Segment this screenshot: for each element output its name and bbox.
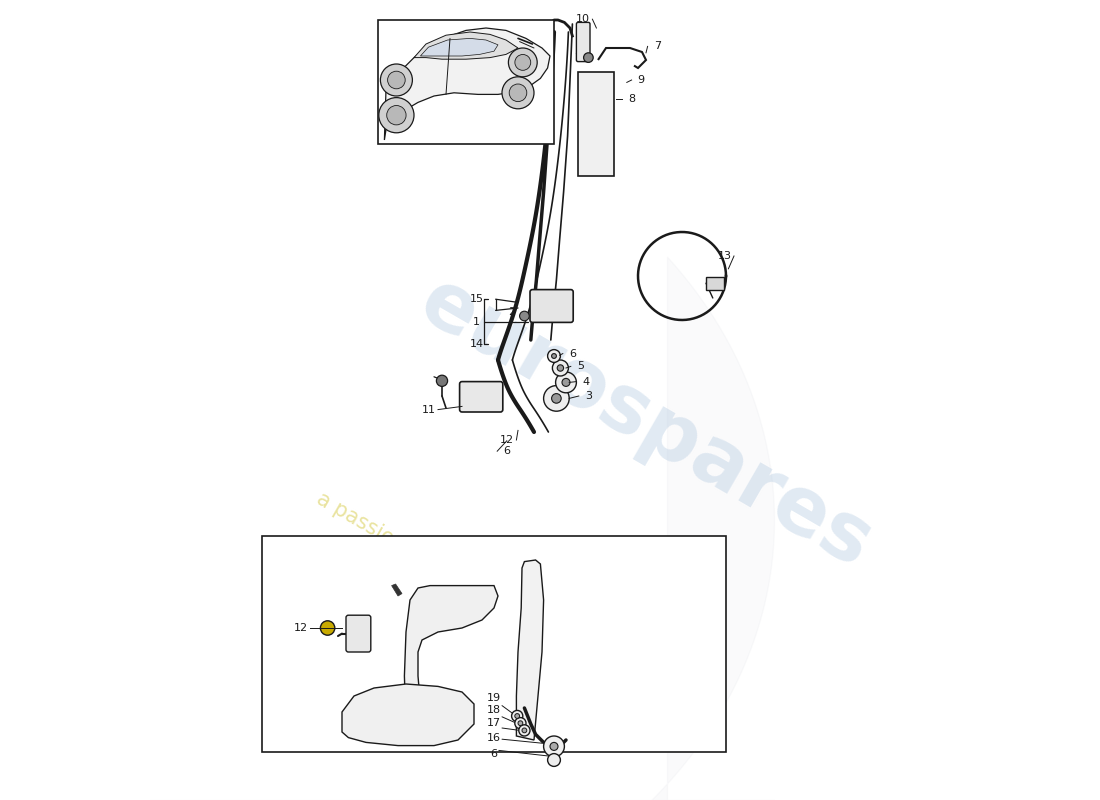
Circle shape xyxy=(387,106,406,125)
Text: 4: 4 xyxy=(582,377,590,386)
Text: 19: 19 xyxy=(487,693,502,702)
Text: 16: 16 xyxy=(487,733,500,742)
Circle shape xyxy=(320,621,334,635)
Circle shape xyxy=(543,386,569,411)
Polygon shape xyxy=(342,684,474,746)
Text: 7: 7 xyxy=(653,42,661,51)
Text: eurospares: eurospares xyxy=(406,263,887,585)
Circle shape xyxy=(512,710,522,722)
Text: 15: 15 xyxy=(470,294,483,304)
FancyBboxPatch shape xyxy=(346,615,371,652)
Text: 10: 10 xyxy=(575,14,590,24)
Circle shape xyxy=(551,354,557,358)
Circle shape xyxy=(515,54,530,70)
Circle shape xyxy=(548,350,560,362)
Text: 6: 6 xyxy=(569,349,576,358)
Text: 1: 1 xyxy=(473,317,480,326)
Text: 17: 17 xyxy=(487,718,502,728)
Circle shape xyxy=(556,372,576,393)
Circle shape xyxy=(387,71,405,89)
Circle shape xyxy=(551,394,561,403)
Text: 3: 3 xyxy=(585,391,592,401)
Text: 13: 13 xyxy=(717,251,732,261)
Polygon shape xyxy=(414,32,518,59)
FancyBboxPatch shape xyxy=(460,382,503,412)
Circle shape xyxy=(548,754,560,766)
Polygon shape xyxy=(392,584,402,596)
Circle shape xyxy=(518,721,522,726)
Circle shape xyxy=(437,375,448,386)
Text: 2: 2 xyxy=(508,307,515,317)
Text: a passion for parts since 1985: a passion for parts since 1985 xyxy=(312,489,595,663)
Circle shape xyxy=(552,360,569,376)
Circle shape xyxy=(509,84,527,102)
Circle shape xyxy=(558,365,563,371)
Text: 6: 6 xyxy=(504,446,510,456)
Circle shape xyxy=(515,714,519,718)
Circle shape xyxy=(584,53,593,62)
Circle shape xyxy=(508,48,537,77)
Circle shape xyxy=(522,728,527,733)
Circle shape xyxy=(502,77,534,109)
Text: 8: 8 xyxy=(628,94,635,104)
Circle shape xyxy=(562,378,570,386)
Text: 11: 11 xyxy=(421,405,436,414)
Text: 6: 6 xyxy=(491,749,497,758)
Circle shape xyxy=(519,311,529,321)
Circle shape xyxy=(519,725,530,736)
Text: 14: 14 xyxy=(470,339,484,349)
Circle shape xyxy=(381,64,412,96)
Text: 12: 12 xyxy=(499,435,514,445)
Bar xyxy=(578,72,614,176)
Text: 5: 5 xyxy=(576,362,584,371)
Polygon shape xyxy=(516,560,543,740)
Polygon shape xyxy=(405,586,498,724)
Circle shape xyxy=(543,736,564,757)
Bar xyxy=(262,536,726,752)
Text: 9: 9 xyxy=(638,75,645,85)
Text: 18: 18 xyxy=(487,706,502,715)
Bar xyxy=(378,20,554,144)
FancyBboxPatch shape xyxy=(576,22,590,62)
Bar xyxy=(706,277,724,290)
Circle shape xyxy=(550,742,558,750)
FancyBboxPatch shape xyxy=(530,290,573,322)
Polygon shape xyxy=(384,28,550,140)
Circle shape xyxy=(378,98,414,133)
Circle shape xyxy=(515,718,526,729)
Text: 12: 12 xyxy=(294,623,308,633)
Polygon shape xyxy=(420,38,498,56)
